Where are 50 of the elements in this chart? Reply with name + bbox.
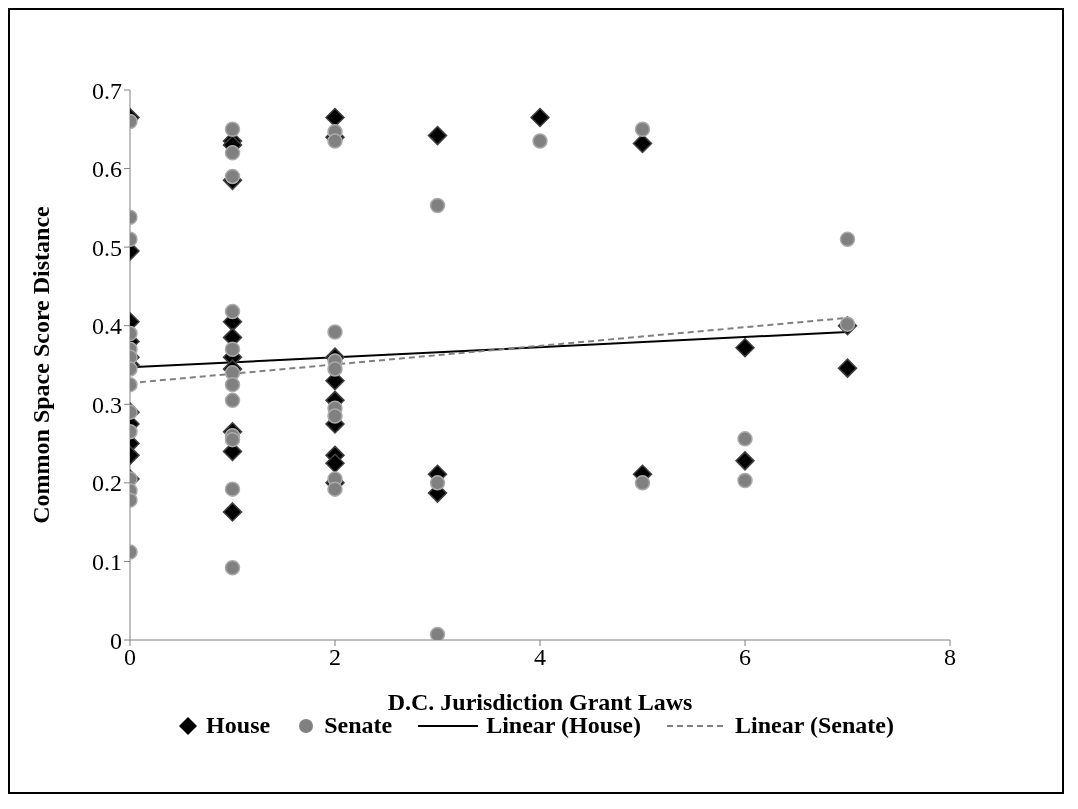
point <box>224 481 241 497</box>
point <box>224 121 241 138</box>
point <box>427 125 448 146</box>
point <box>224 168 241 185</box>
point <box>327 481 343 497</box>
point <box>224 559 241 576</box>
point <box>530 107 550 128</box>
x-tick-label: 4 <box>534 644 546 671</box>
point <box>429 475 446 491</box>
point <box>327 361 343 377</box>
y-tick-label: 0.4 <box>92 313 122 340</box>
point <box>327 324 343 340</box>
point <box>735 451 755 471</box>
point <box>327 408 343 424</box>
y-tick-label: 0.6 <box>92 156 122 183</box>
x-tick-label: 2 <box>329 644 341 671</box>
point <box>325 453 345 473</box>
point <box>224 303 241 320</box>
point <box>429 626 446 640</box>
y-axis-title: Common Space Score Distance <box>27 205 54 524</box>
point <box>224 431 241 448</box>
y-tick-label: 0 <box>110 627 122 654</box>
x-axis-title: D.C. Jurisdiction Grant Laws <box>387 689 693 715</box>
legend-label: Linear (House) <box>486 712 642 739</box>
legend-label: Linear (Senate) <box>735 712 894 739</box>
x-tick-label: 6 <box>739 644 751 671</box>
point <box>327 133 343 149</box>
point <box>735 337 755 358</box>
y-tick-label: 0.1 <box>92 548 122 575</box>
point <box>737 472 753 489</box>
y-tick-label: 0.7 <box>92 77 122 104</box>
legend-label: House <box>206 712 271 739</box>
point <box>837 358 858 378</box>
point <box>839 231 856 248</box>
point <box>737 431 753 447</box>
point <box>224 145 241 161</box>
y-tick-label: 0.2 <box>92 470 122 497</box>
point <box>634 475 651 491</box>
point <box>224 376 241 393</box>
point <box>632 133 653 154</box>
point <box>532 133 548 149</box>
point <box>634 121 651 138</box>
point <box>224 392 241 409</box>
y-tick-label: 0.3 <box>92 391 122 418</box>
point <box>222 502 243 522</box>
x-tick-label: 8 <box>944 644 956 671</box>
y-tick-label: 0.5 <box>92 234 122 261</box>
legend-label: Senate <box>324 712 393 739</box>
point <box>429 197 446 214</box>
point <box>224 341 241 358</box>
